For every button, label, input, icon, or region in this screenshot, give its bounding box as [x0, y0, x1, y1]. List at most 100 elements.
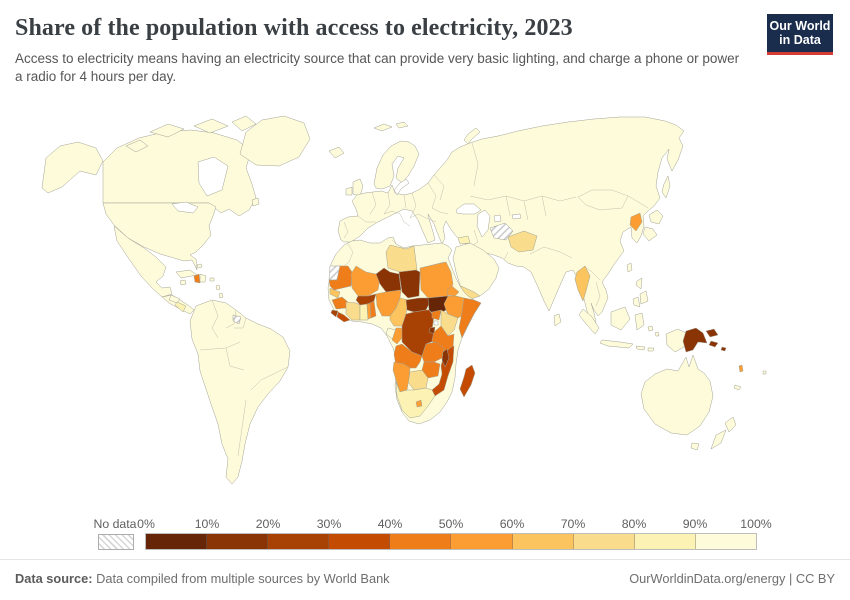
south-america[interactable]	[189, 299, 291, 485]
country-ghana[interactable]	[359, 303, 369, 321]
country-sierra-leone[interactable]	[330, 309, 339, 318]
attribution-link[interactable]: OurWorldinData.org/energy | CC BY	[629, 571, 835, 586]
country-alaska[interactable]	[41, 141, 104, 194]
page-title: Share of the population with access to e…	[15, 15, 573, 41]
arctic-island[interactable]	[125, 139, 149, 153]
country-somalia[interactable]	[458, 297, 482, 339]
no-data-swatch[interactable]	[98, 534, 134, 550]
legend-color-bar[interactable]	[145, 533, 757, 550]
legend-tick-80%: 80%	[621, 517, 647, 531]
country-malawi[interactable]	[441, 348, 450, 368]
country-uk[interactable]	[352, 178, 364, 197]
solomon-islands[interactable]	[720, 346, 727, 352]
country-papua-new-guinea[interactable]	[705, 328, 719, 338]
black-sea	[455, 203, 482, 215]
footer: Data source: Data compiled from multiple…	[0, 559, 850, 586]
west-new-guinea[interactable]	[665, 328, 687, 353]
country-turkmenistan[interactable]	[489, 222, 514, 241]
country-chad[interactable]	[398, 269, 421, 299]
country-puerto-rico[interactable]	[209, 277, 215, 282]
country-niger[interactable]	[375, 267, 402, 293]
java[interactable]	[599, 339, 634, 349]
moluccas[interactable]	[647, 325, 654, 332]
philippines[interactable]	[632, 296, 641, 308]
country-japan[interactable]	[642, 226, 658, 242]
svalbard[interactable]	[395, 121, 409, 129]
lesser-sunda[interactable]	[647, 347, 655, 352]
country-taiwan[interactable]	[626, 262, 633, 273]
country-cuba[interactable]	[175, 269, 198, 279]
svalbard[interactable]	[373, 123, 393, 132]
bahamas[interactable]	[196, 263, 203, 269]
new-zealand[interactable]	[710, 429, 727, 450]
legend-bin-50-60%[interactable]	[451, 534, 513, 549]
country-syria[interactable]	[457, 235, 471, 245]
country-mali[interactable]	[350, 265, 381, 297]
sulawesi[interactable]	[634, 312, 645, 331]
legend-bin-10-20%[interactable]	[207, 534, 269, 549]
sakhalin[interactable]	[661, 175, 671, 199]
country-mexico[interactable]	[113, 225, 173, 298]
owid-logo-line1: Our World	[769, 19, 831, 33]
legend-bin-80-90%[interactable]	[634, 534, 696, 549]
borneo[interactable]	[610, 306, 631, 331]
legend-bin-20-30%[interactable]	[268, 534, 330, 549]
legend-bin-30-40%[interactable]	[329, 534, 391, 549]
lesser-antilles[interactable]	[218, 292, 224, 299]
country-afghanistan[interactable]	[507, 230, 538, 253]
country-liberia[interactable]	[336, 311, 351, 323]
arctic-island[interactable]	[231, 115, 257, 132]
legend-bin-40-50%[interactable]	[390, 534, 452, 549]
country-burkina-faso[interactable]	[355, 293, 377, 306]
moluccas[interactable]	[654, 331, 660, 337]
country-nicaragua[interactable]	[174, 301, 187, 313]
arctic-island[interactable]	[149, 123, 185, 138]
country-myanmar[interactable]	[574, 265, 591, 302]
country-libya[interactable]	[385, 244, 418, 273]
country-japan[interactable]	[648, 209, 664, 225]
scandinavia[interactable]	[373, 140, 420, 190]
caspian-sea	[476, 209, 491, 238]
sumatra[interactable]	[578, 308, 600, 335]
country-greenland[interactable]	[239, 115, 311, 167]
country-haiti[interactable]	[193, 273, 201, 284]
country-madagascar[interactable]	[459, 364, 476, 398]
country-vanuatu[interactable]	[738, 364, 744, 373]
legend-tick-70%: 70%	[560, 517, 586, 531]
novaya-zemlya[interactable]	[463, 127, 481, 145]
legend-bin-90-100%[interactable]	[695, 534, 756, 549]
country-ireland[interactable]	[345, 186, 353, 196]
asia-borders	[469, 142, 649, 307]
country-lesotho[interactable]	[415, 399, 423, 408]
country-papua-new-guinea[interactable]	[682, 327, 708, 353]
arctic-island[interactable]	[193, 118, 229, 134]
country-uganda[interactable]	[431, 309, 442, 321]
country-sri-lanka[interactable]	[553, 313, 562, 327]
country-papua-new-guinea[interactable]	[708, 340, 719, 348]
philippines[interactable]	[639, 290, 649, 305]
country-dominican-republic[interactable]	[199, 273, 207, 283]
legend-bin-0-10%[interactable]	[146, 534, 208, 549]
lesser-sunda[interactable]	[635, 345, 646, 351]
country-car[interactable]	[405, 297, 431, 313]
arabian-peninsula[interactable]	[452, 242, 500, 299]
lesser-antilles[interactable]	[215, 284, 221, 291]
country-jamaica[interactable]	[179, 279, 187, 286]
country-south-africa[interactable]	[395, 381, 436, 419]
philippines[interactable]	[635, 277, 643, 290]
tasmania[interactable]	[690, 442, 700, 451]
newfoundland[interactable]	[251, 197, 260, 207]
legend-tick-100%: 100%	[740, 517, 772, 531]
legend-bin-60-70%[interactable]	[512, 534, 574, 549]
country-north-korea[interactable]	[629, 212, 643, 232]
country-fiji[interactable]	[762, 370, 767, 375]
new-zealand[interactable]	[724, 416, 737, 433]
legend-bin-70-80%[interactable]	[573, 534, 635, 549]
country-australia[interactable]	[640, 354, 714, 436]
country-eritrea[interactable]	[446, 285, 460, 297]
country-angola[interactable]	[393, 343, 423, 369]
country-iceland[interactable]	[328, 146, 345, 159]
owid-logo[interactable]: Our World in Data	[767, 14, 833, 55]
new-caledonia[interactable]	[733, 384, 742, 391]
country-senegal[interactable]	[329, 287, 341, 299]
